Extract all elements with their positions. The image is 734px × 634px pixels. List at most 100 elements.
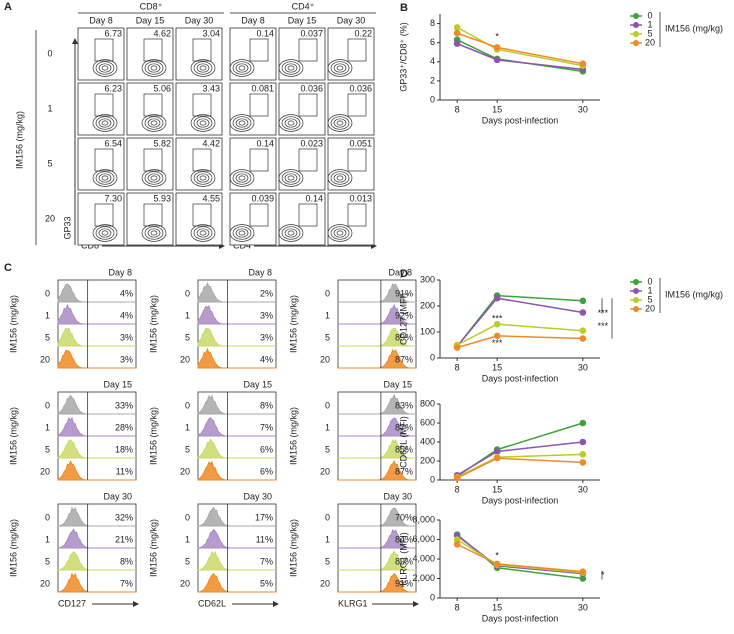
histogram — [57, 528, 136, 549]
contour — [193, 171, 213, 185]
annotation: * — [495, 31, 499, 41]
row-label: 0 — [185, 400, 190, 410]
contour — [287, 120, 295, 126]
percent: 32% — [115, 512, 133, 522]
histogram — [338, 283, 416, 303]
gate-value: 0.039 — [251, 193, 274, 203]
row-label: 0 — [325, 400, 330, 410]
row-label: 0 — [45, 400, 50, 410]
contour — [336, 175, 344, 181]
contour — [330, 226, 350, 240]
y-title: IM156 (mg/kg) — [148, 295, 158, 353]
gate-value: 0.013 — [349, 193, 372, 203]
contour — [281, 61, 301, 75]
contour — [232, 226, 252, 240]
panel-label: D — [400, 268, 408, 280]
contour — [281, 171, 301, 185]
percent: 7% — [260, 556, 273, 566]
x-label: Days post-infection — [482, 373, 559, 383]
percent: 11% — [116, 466, 133, 476]
contour — [98, 63, 112, 73]
data-point — [579, 297, 587, 305]
gate-value: 0.14 — [305, 193, 323, 203]
gate — [94, 148, 114, 172]
gate — [347, 93, 367, 117]
contour — [199, 65, 207, 71]
annotation: * — [495, 550, 499, 560]
gate — [94, 203, 114, 227]
x-tick-label: 30 — [578, 602, 588, 612]
y-tick-label: 0 — [430, 474, 435, 484]
contour — [232, 116, 252, 130]
x-tick-label: 15 — [492, 104, 502, 114]
y-tick-label: 8 — [430, 18, 435, 28]
legend-label: 0 — [647, 10, 652, 20]
y-tick-label: 400 — [420, 436, 435, 446]
contour — [147, 118, 161, 128]
data-point — [453, 40, 461, 47]
row-label: 0 — [45, 512, 50, 522]
data-point — [579, 459, 587, 466]
contour — [229, 169, 255, 187]
y-label: CD62L (MFI) — [398, 416, 408, 468]
gate-value: 7.30 — [104, 193, 122, 203]
y-tick-label: 0 — [430, 592, 435, 602]
contour — [199, 120, 207, 126]
histogram — [338, 460, 416, 481]
gate-value: 6.54 — [104, 138, 122, 148]
series-line — [456, 538, 583, 574]
row-label: 20 — [320, 578, 330, 588]
gate-value: 0.14 — [256, 138, 274, 148]
data-point — [493, 454, 501, 462]
percent: 3% — [120, 354, 133, 364]
contour — [235, 173, 249, 183]
percent: 85% — [395, 444, 413, 454]
row-label: 1 — [325, 310, 330, 320]
data-point — [453, 474, 461, 482]
contour — [141, 114, 167, 132]
percent: 28% — [115, 422, 133, 432]
gate — [143, 203, 163, 227]
y-title: IM156 (mg/kg) — [288, 407, 298, 465]
contour — [147, 63, 161, 73]
row-label: 1 — [45, 310, 50, 320]
row-label: 5 — [325, 444, 330, 454]
day-title: Day 8 — [388, 267, 412, 277]
annotation: *** — [492, 313, 503, 323]
gate-value: 6.23 — [104, 83, 122, 93]
y-title: IM156 (mg/kg) — [288, 295, 298, 353]
histogram — [57, 460, 136, 481]
gate — [94, 93, 114, 117]
row-label: 5 — [185, 556, 190, 566]
percent: 92% — [395, 310, 413, 320]
row-label: 20 — [40, 466, 50, 476]
gate — [94, 38, 114, 62]
contour — [92, 169, 118, 187]
contour — [235, 118, 249, 128]
contour — [238, 120, 246, 126]
gate — [143, 38, 163, 62]
arrow — [273, 601, 279, 607]
row-label: 5 — [325, 556, 330, 566]
contour — [101, 230, 109, 236]
y-tick-label: 600 — [420, 417, 435, 427]
series-line — [456, 457, 583, 479]
contour — [327, 59, 353, 77]
data-point — [453, 344, 461, 351]
x-tick-label: 30 — [578, 362, 588, 372]
data-point — [493, 56, 501, 64]
x-axis: CD127 — [58, 598, 86, 608]
contour — [287, 65, 295, 71]
data-point — [579, 438, 587, 446]
histogram — [197, 417, 276, 437]
annotation: *** — [598, 308, 609, 318]
row-label: 0 — [185, 288, 190, 298]
arrow — [413, 601, 419, 607]
legend-marker — [633, 306, 639, 312]
contour — [95, 226, 115, 240]
data-point — [453, 541, 461, 548]
row-label: 5 — [325, 332, 330, 342]
gate — [347, 203, 367, 227]
y-title: IM156 (mg/kg) — [148, 519, 158, 577]
data-point — [579, 451, 587, 458]
